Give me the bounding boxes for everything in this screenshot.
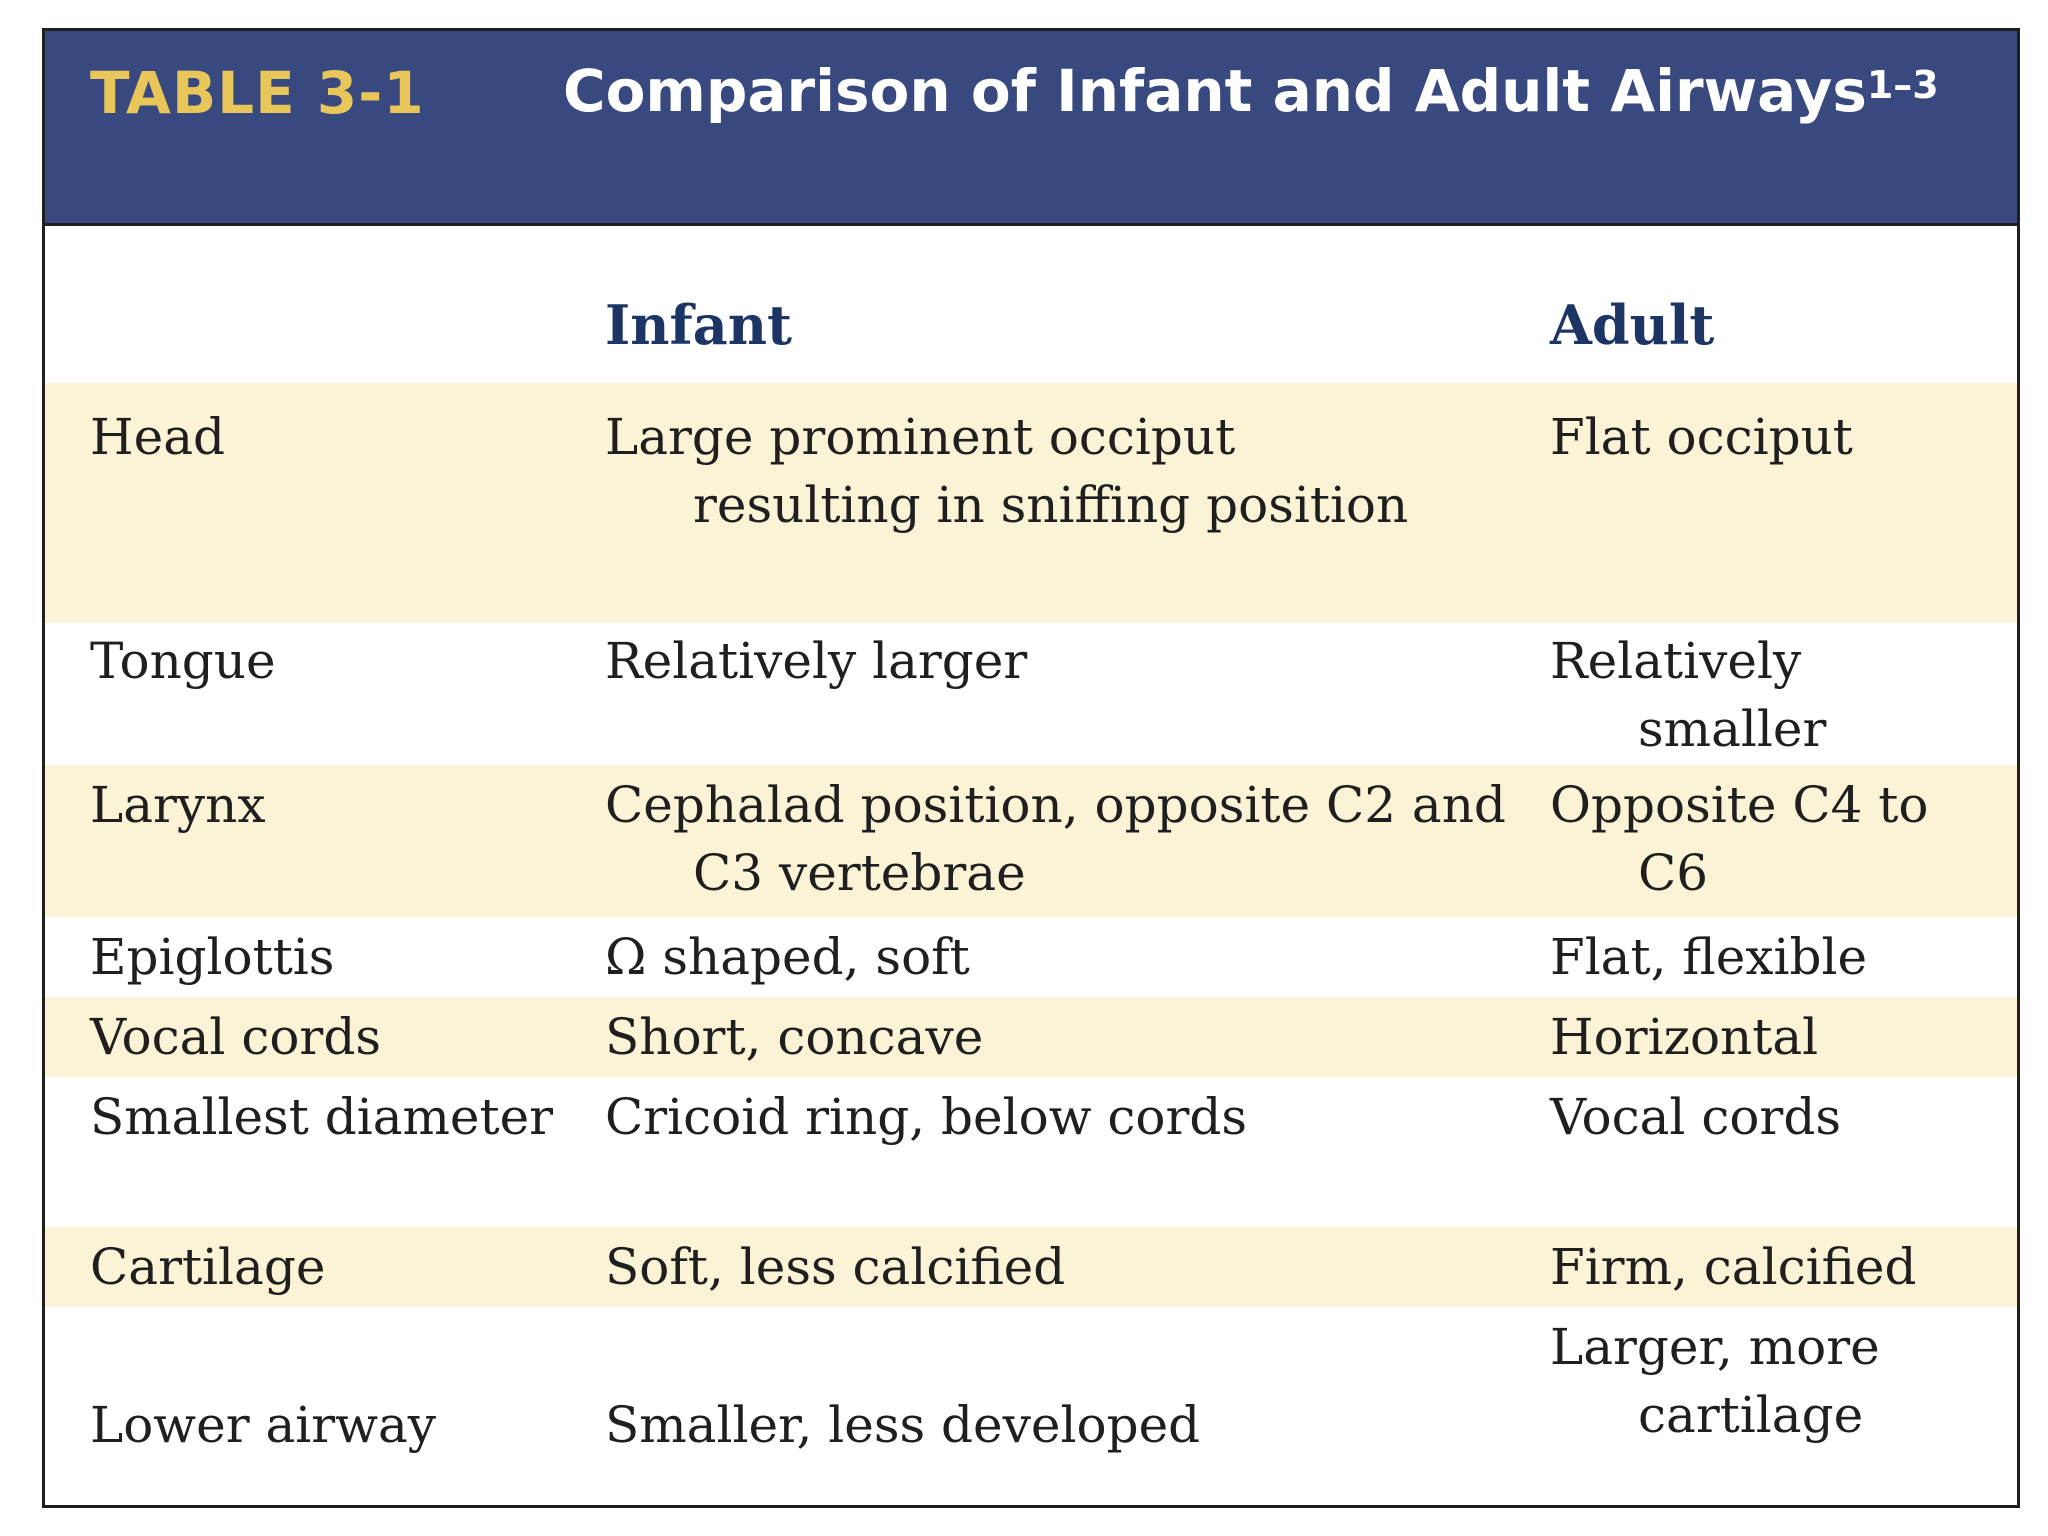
row-infant: Relatively larger: [605, 632, 1028, 690]
row-adult: Vocal cords: [1550, 1088, 1841, 1146]
table-frame: TABLE 3-1 Comparison of Infant and Adult…: [42, 28, 2020, 1508]
row-adult: Flat, flexible: [1550, 928, 1868, 986]
row-adult: Horizontal: [1550, 1008, 1819, 1066]
row-adult: Opposite C4 to C6: [1550, 776, 1929, 902]
row-infant: Soft, less calcified: [605, 1238, 1066, 1296]
row-infant: Cephalad position, opposite C2 and C3 ve…: [605, 776, 1506, 902]
table-title: Comparison of Infant and Adult Airways1–…: [563, 57, 1963, 125]
row-adult: Flat occiput: [1550, 408, 1853, 466]
table-row: Epiglottis Ω shaped, soft Flat, flexible: [45, 917, 2017, 997]
column-header-infant: Infant: [605, 293, 792, 357]
row-infant: Large prominent occiput resulting in sni…: [605, 408, 1409, 534]
row-infant: Cricoid ring, below cords: [605, 1088, 1248, 1146]
row-infant: Short, concave: [605, 1008, 984, 1066]
table-row: Cartilage Soft, less calcified Firm, cal…: [45, 1227, 2017, 1307]
table-row: Lower airway Smaller, less developed Lar…: [45, 1307, 2017, 1497]
row-feature: Lower airway: [90, 1396, 437, 1454]
table-row: Smallest diameter Cricoid ring, below co…: [45, 1077, 2017, 1227]
row-feature: Smallest diameter: [90, 1088, 554, 1146]
row-adult: Larger, more cartilage: [1550, 1318, 1880, 1444]
table-title-text: Comparison of Infant and Adult Airways: [563, 57, 1867, 125]
title-superscript: 1–3: [1866, 63, 1939, 107]
row-feature: Vocal cords: [90, 1008, 381, 1066]
column-header-adult: Adult: [1550, 293, 1715, 357]
table-row: Vocal cords Short, concave Horizontal: [45, 997, 2017, 1077]
row-feature: Epiglottis: [90, 928, 335, 986]
row-feature: Cartilage: [90, 1238, 326, 1296]
row-feature: Larynx: [90, 776, 266, 834]
row-infant: Smaller, less developed: [605, 1396, 1201, 1454]
row-feature: Tongue: [90, 632, 276, 690]
row-feature: Head: [90, 408, 226, 466]
table-row: Larynx Cephalad position, opposite C2 an…: [45, 765, 2017, 917]
title-bar: TABLE 3-1 Comparison of Infant and Adult…: [45, 31, 2017, 226]
table-row: Head Large prominent occiput resulting i…: [45, 383, 2017, 623]
row-adult: Relatively smaller: [1550, 632, 1827, 758]
table-number: TABLE 3-1: [90, 59, 425, 127]
row-infant: Ω shaped, soft: [605, 928, 970, 986]
table-row: Tongue Relatively larger Relatively smal…: [45, 623, 2017, 765]
row-adult: Firm, calcified: [1550, 1238, 1917, 1296]
